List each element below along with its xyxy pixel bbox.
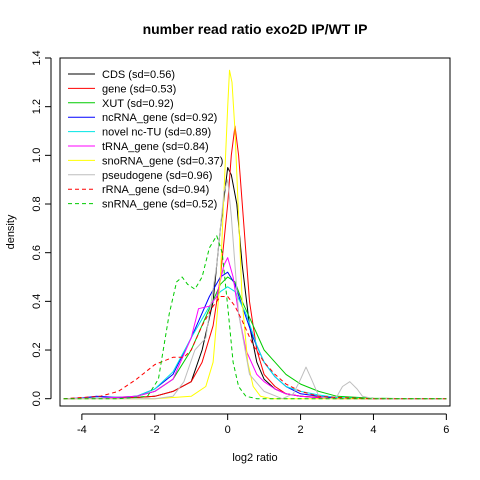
x-tick-label: 2 bbox=[297, 424, 303, 436]
y-tick-label: 0.8 bbox=[31, 196, 43, 211]
y-tick-label: 0.2 bbox=[31, 342, 43, 357]
legend-label: CDS (sd=0.56) bbox=[102, 69, 175, 81]
series-line-4 bbox=[63, 286, 447, 400]
x-tick-label: 4 bbox=[370, 424, 376, 436]
series-line-9 bbox=[63, 235, 447, 400]
legend-label: snRNA_gene (sd=0.52) bbox=[102, 199, 217, 211]
x-tick-label: -4 bbox=[77, 424, 87, 436]
legend-label: gene (sd=0.53) bbox=[102, 83, 176, 95]
x-axis-label: log2 ratio bbox=[232, 452, 277, 464]
legend-label: rRNA_gene (sd=0.94) bbox=[102, 184, 209, 196]
legend-label: novel nc-TU (sd=0.89) bbox=[102, 127, 211, 139]
y-tick-label: 1.0 bbox=[31, 148, 43, 163]
chart-title: number read ratio exo2D IP/WT IP bbox=[143, 21, 368, 37]
y-axis-label: density bbox=[5, 214, 17, 249]
axes: -4 -2 0 2 4 6 0.0 0.2 0.4 0.6 0.8 1.0 1.2 1.4 bbox=[31, 50, 449, 436]
x-tick-label: 6 bbox=[443, 424, 449, 436]
legend-label: XUT (sd=0.92) bbox=[102, 98, 174, 110]
series-line-5 bbox=[63, 257, 447, 400]
y-tick-label: 1.2 bbox=[31, 99, 43, 114]
y-tick-label: 1.4 bbox=[31, 50, 43, 65]
legend-label: tRNA_gene (sd=0.84) bbox=[102, 141, 209, 153]
y-tick-label: 0.4 bbox=[31, 294, 43, 309]
series-line-7 bbox=[63, 179, 447, 400]
series-line-6 bbox=[63, 69, 447, 400]
plot-frame bbox=[59, 57, 451, 407]
series-layer bbox=[63, 69, 447, 400]
x-tick-label: -2 bbox=[150, 424, 160, 436]
legend-label: ncRNA_gene (sd=0.92) bbox=[102, 112, 217, 124]
legend-label: snoRNA_gene (sd=0.37) bbox=[102, 155, 223, 167]
y-tick-label: 0.6 bbox=[31, 245, 43, 260]
legend: CDS (sd=0.56) gene (sd=0.53) XUT (sd=0.92)… bbox=[68, 69, 223, 211]
y-tick-label: 0.0 bbox=[31, 391, 43, 406]
legend-label: pseudogene (sd=0.96) bbox=[102, 170, 212, 182]
x-tick-label: 0 bbox=[225, 424, 231, 436]
